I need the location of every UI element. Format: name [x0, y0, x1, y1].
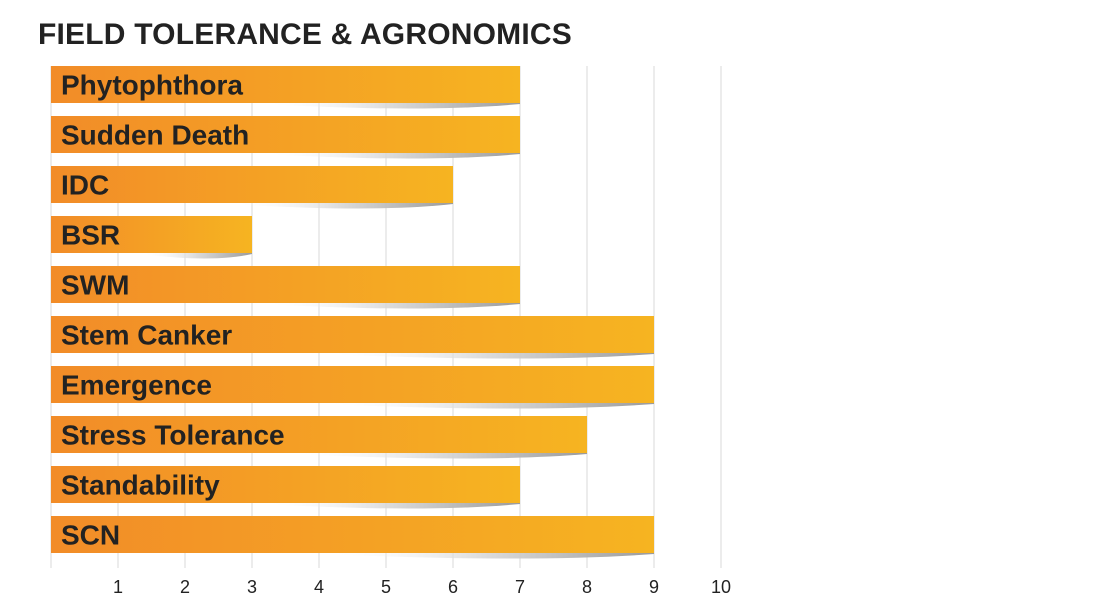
bar: [51, 466, 520, 503]
bar-group: SWM: [51, 266, 520, 309]
x-tick-label-4: 4: [314, 577, 324, 597]
bar-group: Standability: [51, 466, 520, 509]
bar: [51, 166, 453, 203]
bar-label: IDC: [61, 170, 109, 201]
x-tick-label-6: 6: [448, 577, 458, 597]
bar-group: Sudden Death: [51, 116, 520, 159]
bar-group: Phytophthora: [51, 66, 520, 109]
x-tick-label-8: 8: [582, 577, 592, 597]
x-tick-label-5: 5: [381, 577, 391, 597]
bar: [51, 266, 520, 303]
bar-shadow: [262, 153, 520, 159]
bar-label: SCN: [61, 520, 120, 551]
bar-group: Stem Canker: [51, 316, 654, 359]
bar-shadow: [262, 503, 520, 509]
bar-label: Emergence: [61, 370, 212, 401]
bar-shadow: [141, 253, 252, 259]
bar-shadow: [262, 303, 520, 309]
bar-label: Standability: [61, 470, 220, 501]
x-tick-label-10: 10: [711, 577, 731, 597]
bar-group: IDC: [51, 166, 453, 209]
bar-shadow: [292, 453, 587, 459]
bar: [51, 516, 654, 553]
bar: [51, 116, 520, 153]
bar-label: Phytophthora: [61, 70, 243, 101]
bar-shadow: [322, 403, 654, 409]
bar-label: SWM: [61, 270, 129, 301]
bar-shadow: [231, 203, 453, 209]
bar-label: BSR: [61, 220, 120, 251]
bar-shadow: [322, 553, 654, 559]
chart-title: FIELD TOLERANCE & AGRONOMICS: [38, 18, 572, 51]
bar: [51, 366, 654, 403]
bar-group: BSR: [51, 216, 252, 259]
bar-group: Emergence: [51, 366, 654, 409]
bar: [51, 66, 520, 103]
bar: [51, 316, 654, 353]
bar: [51, 216, 252, 253]
bar-shadow: [322, 353, 654, 359]
bar-group: Stress Tolerance: [51, 416, 587, 459]
bar-label: Stress Tolerance: [61, 420, 285, 451]
bar-label: Sudden Death: [61, 120, 249, 151]
bar: [51, 416, 587, 453]
x-tick-label-9: 9: [649, 577, 659, 597]
x-tick-label-3: 3: [247, 577, 257, 597]
bar-label: Stem Canker: [61, 320, 232, 351]
bar-group: SCN: [51, 516, 654, 559]
x-tick-label-7: 7: [515, 577, 525, 597]
x-tick-label-1: 1: [113, 577, 123, 597]
x-tick-label-2: 2: [180, 577, 190, 597]
bar-shadow: [262, 103, 520, 109]
